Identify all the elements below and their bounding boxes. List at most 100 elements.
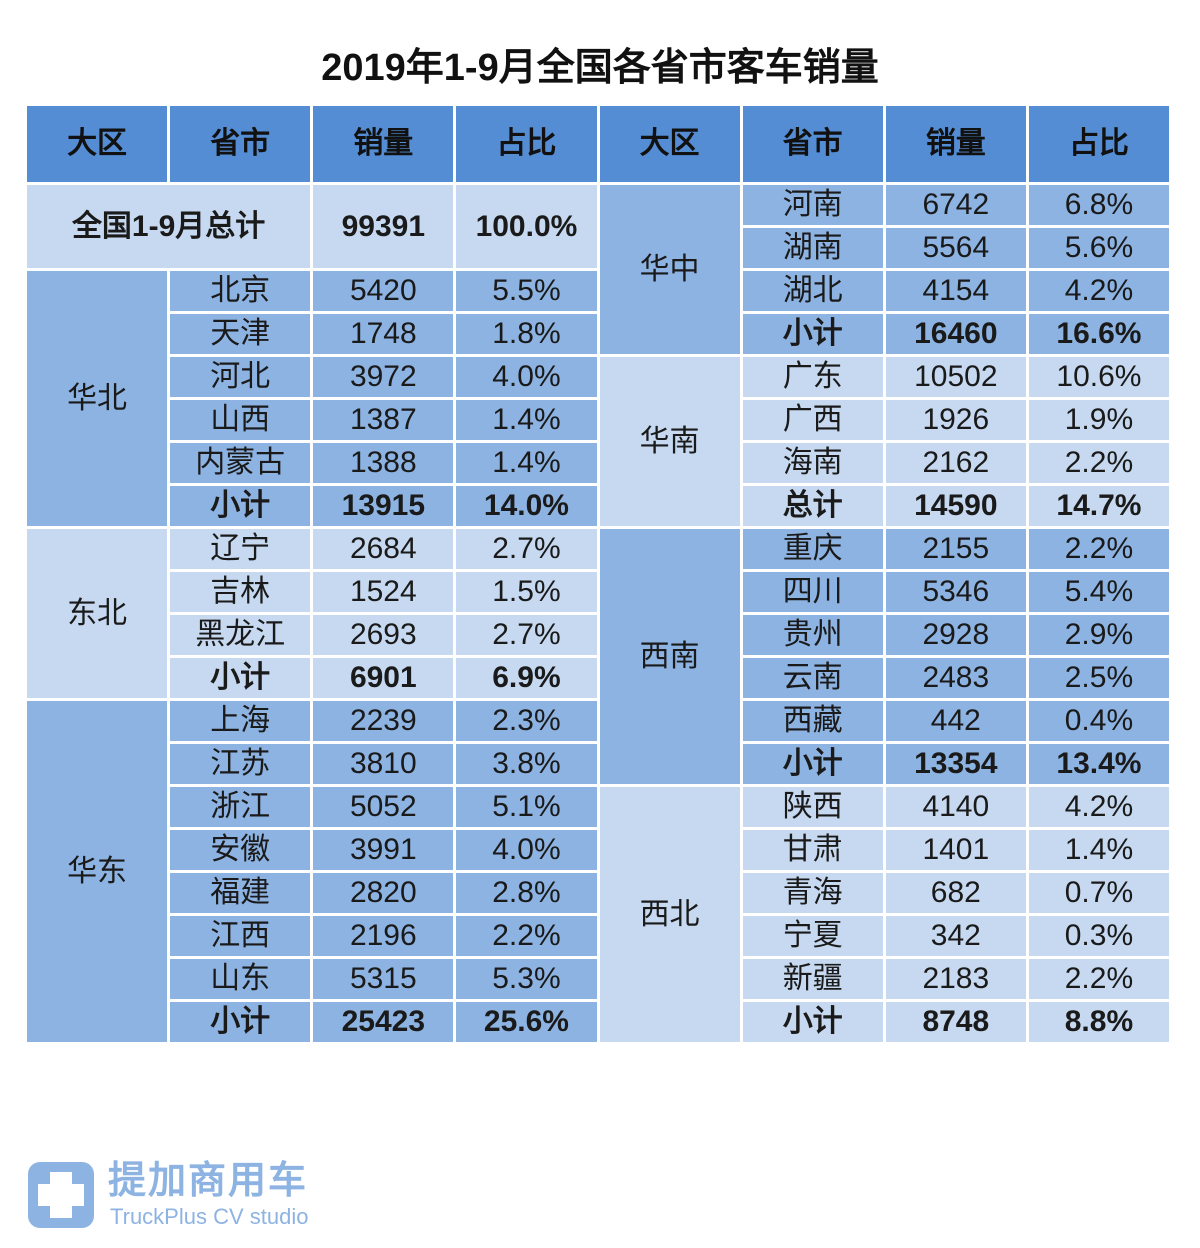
subtotal-label: 小计	[739, 311, 886, 357]
sales-value: 1401	[882, 827, 1029, 873]
province-name: 浙江	[167, 784, 314, 830]
sales-value: 5315	[310, 956, 457, 1002]
sales-value: 3810	[310, 741, 457, 787]
sales-value: 1387	[310, 397, 457, 443]
sales-value: 5564	[882, 225, 1029, 271]
subtotal-share: 25.6%	[453, 999, 600, 1045]
table-row: 福建 2820 2.8% 青海 682 0.7%	[26, 870, 1173, 916]
sales-table: 大区 省市 销量 占比 大区 省市 销量 占比 全国1-9月总计 99391 100.0% 华中 河南…	[23, 103, 1173, 1045]
province-name: 西藏	[739, 698, 886, 744]
share-value: 4.2%	[1025, 268, 1173, 314]
region-cell: 西北	[596, 784, 743, 1045]
province-name: 福建	[167, 870, 314, 916]
column-header: 大区	[596, 103, 743, 185]
province-name: 宁夏	[739, 913, 886, 959]
table-row: 华东 上海 2239 2.3% 西藏 442 0.4%	[23, 698, 1173, 1045]
table-row: 东北 辽宁 2684 2.7% 西南 重庆 2155 2.2%	[23, 526, 1173, 787]
sales-value: 442	[882, 698, 1029, 744]
column-header: 占比	[1025, 103, 1173, 185]
sales-value: 10502	[882, 354, 1029, 400]
share-value: 4.0%	[453, 827, 600, 873]
share-value: 5.4%	[1025, 569, 1173, 615]
share-value: 5.6%	[1025, 225, 1173, 271]
sales-value: 682	[882, 870, 1029, 916]
province-name: 湖南	[739, 225, 886, 271]
share-value: 10.6%	[1025, 354, 1173, 400]
column-header: 省市	[167, 103, 314, 185]
province-name: 云南	[739, 655, 886, 701]
share-value: 1.8%	[453, 311, 600, 357]
sales-value: 5052	[310, 784, 457, 830]
subtotal-sales: 13915	[310, 483, 457, 529]
sales-value: 2684	[310, 526, 457, 572]
subtotal-share: 13.4%	[1025, 741, 1173, 787]
truckplus-logo-icon	[28, 1162, 94, 1228]
province-name: 江苏	[167, 741, 314, 787]
table-row: 小计 25423 25.6% 小计 8748 8.8%	[26, 999, 1173, 1045]
column-header: 销量	[882, 103, 1029, 185]
subtotal-sales: 13354	[882, 741, 1029, 787]
share-value: 5.5%	[453, 268, 600, 314]
table-row: 山东 5315 5.3% 新疆 2183 2.2%	[26, 956, 1173, 1002]
subtotal-sales: 16460	[882, 311, 1029, 357]
table-row: 华北 北京 5420 5.5% 湖北 4154 4.2%	[23, 268, 1173, 529]
sales-value: 1926	[882, 397, 1029, 443]
subtotal-share: 14.0%	[453, 483, 600, 529]
total-share: 100.0%	[453, 182, 600, 271]
table-row: 江苏 3810 3.8% 小计 13354 13.4%	[26, 741, 1173, 787]
subtotal-sales: 8748	[882, 999, 1029, 1045]
share-value: 5.1%	[453, 784, 600, 830]
table-row: 黑龙江 2693 2.7% 贵州 2928 2.9%	[26, 612, 1173, 658]
table-row: 安徽 3991 4.0% 甘肃 1401 1.4%	[26, 827, 1173, 873]
region-cell: 华东	[23, 698, 171, 1045]
share-value: 2.2%	[1025, 440, 1173, 486]
sales-value: 1388	[310, 440, 457, 486]
province-name: 江西	[167, 913, 314, 959]
table-row: 内蒙古 1388 1.4% 海南 2162 2.2%	[26, 440, 1173, 486]
sales-value: 2928	[882, 612, 1029, 658]
sales-value: 3991	[310, 827, 457, 873]
share-value: 2.2%	[1025, 526, 1173, 572]
province-name: 甘肃	[739, 827, 886, 873]
subtotal-label: 总计	[739, 483, 886, 529]
table-row: 浙江 5052 5.1% 西北 陕西 4140 4.2%	[26, 784, 1173, 1045]
share-value: 0.7%	[1025, 870, 1173, 916]
share-value: 2.7%	[453, 612, 600, 658]
table-row: 天津 1748 1.8% 小计 16460 16.6%	[26, 311, 1173, 357]
share-value: 2.9%	[1025, 612, 1173, 658]
region-cell: 华北	[23, 268, 171, 529]
share-value: 1.4%	[1025, 827, 1173, 873]
province-name: 重庆	[739, 526, 886, 572]
table-body: 全国1-9月总计 99391 100.0% 华中 河南 6742 6.8% 湖南 5564 5.6…	[23, 182, 1173, 1045]
sales-value: 4140	[882, 784, 1029, 830]
province-name: 河北	[167, 354, 314, 400]
province-name: 山东	[167, 956, 314, 1002]
subtotal-sales: 14590	[882, 483, 1029, 529]
subtotal-share: 16.6%	[1025, 311, 1173, 357]
subtotal-sales: 6901	[310, 655, 457, 701]
column-header: 大区	[23, 103, 171, 185]
table-row: 河北 3972 4.0% 华南 广东 10502 10.6%	[26, 354, 1173, 529]
sales-value: 2196	[310, 913, 457, 959]
table-row: 湖南 5564 5.6%	[26, 225, 1173, 271]
province-name: 四川	[739, 569, 886, 615]
sales-value: 2483	[882, 655, 1029, 701]
region-cell: 华中	[596, 182, 743, 357]
province-name: 海南	[739, 440, 886, 486]
province-name: 安徽	[167, 827, 314, 873]
sales-value: 5420	[310, 268, 457, 314]
subtotal-label: 小计	[167, 483, 314, 529]
total-sales: 99391	[310, 182, 457, 271]
region-cell: 东北	[23, 526, 171, 701]
province-name: 广东	[739, 354, 886, 400]
region-cell: 华南	[596, 354, 743, 529]
province-name: 青海	[739, 870, 886, 916]
share-value: 2.7%	[453, 526, 600, 572]
sales-value: 342	[882, 913, 1029, 959]
province-name: 黑龙江	[167, 612, 314, 658]
share-value: 2.3%	[453, 698, 600, 744]
sales-value: 1748	[310, 311, 457, 357]
column-header: 占比	[453, 103, 600, 185]
sales-value: 2820	[310, 870, 457, 916]
column-header: 省市	[739, 103, 886, 185]
